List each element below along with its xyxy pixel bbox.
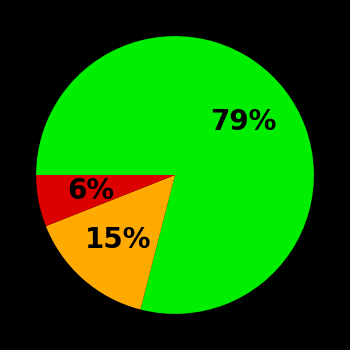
Wedge shape	[46, 175, 175, 309]
Text: 79%: 79%	[210, 108, 276, 136]
Wedge shape	[36, 175, 175, 226]
Text: 15%: 15%	[85, 226, 151, 254]
Text: 6%: 6%	[67, 177, 114, 205]
Wedge shape	[36, 36, 314, 314]
